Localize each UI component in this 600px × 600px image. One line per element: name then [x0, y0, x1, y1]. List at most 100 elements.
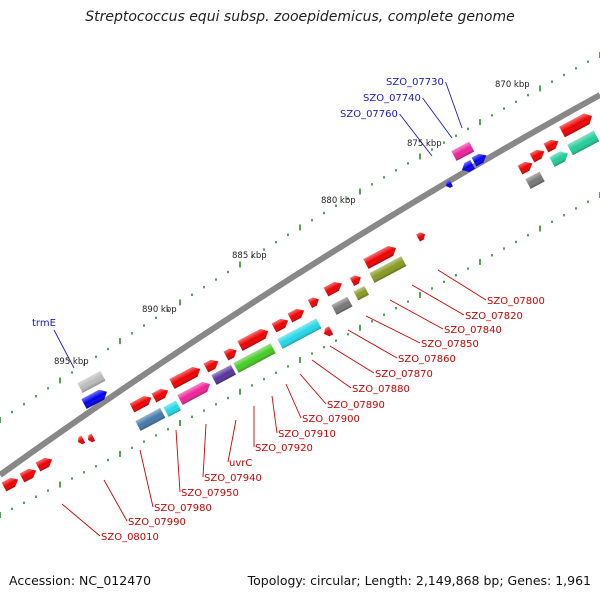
gene-feature: [307, 297, 319, 308]
scale-dot: [251, 384, 253, 387]
gene-feature: [211, 364, 237, 385]
scale-dot: [143, 324, 145, 327]
gene-feature: [529, 149, 545, 163]
leader-line: [175, 429, 181, 493]
scale-dot: [215, 403, 217, 406]
gene-feature: [19, 468, 37, 483]
gene-feature: [462, 159, 475, 172]
gene-feature: [369, 256, 407, 283]
gene-label: SZO_07800: [487, 296, 545, 307]
gene-label: SZO_07840: [444, 325, 502, 336]
scale-dot: [119, 450, 121, 457]
scale-dot: [335, 204, 337, 207]
gene-label: SZO_07940: [204, 473, 262, 484]
gene-label: SZO_08010: [101, 532, 159, 543]
leader-line: [399, 113, 433, 157]
scale-dot: [395, 169, 397, 172]
scale-dot: [23, 501, 25, 505]
leader-line: [365, 315, 421, 344]
gene-feature: [163, 400, 181, 417]
gene-feature: [324, 326, 334, 337]
scale-dot: [119, 338, 121, 345]
scale-dot: [467, 267, 469, 270]
gene-label: SZO_07980: [154, 503, 212, 514]
leader-line: [227, 419, 237, 463]
scale-dot: [455, 134, 457, 137]
gene-feature: [549, 151, 568, 167]
gene-label: SZO_07900: [302, 414, 360, 425]
gene-feature: [203, 359, 219, 373]
scale-dot: [299, 357, 301, 363]
scale-dot: [347, 197, 349, 200]
scale-dot: [203, 285, 205, 289]
scale-dot: [0, 417, 1, 423]
genome-title: Streptococcus equi subsp. zooepidemicus,…: [85, 9, 515, 25]
tick-label: 880 kbp: [321, 196, 356, 206]
tick-label: 870 kbp: [495, 80, 530, 90]
scale-dot: [407, 300, 409, 303]
scale-dot: [323, 211, 325, 215]
scale-dot: [503, 107, 505, 110]
leader-line: [271, 395, 278, 434]
gene-feature: [78, 435, 86, 445]
scale-dot: [11, 410, 13, 414]
leader-line: [53, 329, 75, 369]
gene-feature: [567, 130, 600, 156]
gene-feature: [237, 328, 269, 351]
scale-dot: [23, 402, 25, 406]
scale-dot: [371, 183, 373, 186]
scale-dot: [419, 153, 421, 160]
scale-dot: [131, 332, 133, 335]
scale-dot: [407, 162, 409, 165]
scale-dot: [131, 446, 133, 449]
gene-feature: [77, 370, 106, 393]
scale-dot: [563, 213, 565, 217]
gene-feature: [177, 381, 211, 405]
leader-line: [389, 299, 444, 330]
leader-line: [311, 359, 352, 389]
gene-feature: [135, 407, 166, 431]
scale-dot: [71, 477, 73, 480]
gene-feature: [471, 153, 487, 167]
scale-dot: [47, 489, 49, 492]
leader-line: [347, 329, 398, 359]
gene-label: SZO_07760: [340, 109, 398, 120]
scale-dot: [239, 388, 241, 395]
scale-dot: [95, 465, 97, 468]
scale-dot: [587, 60, 589, 63]
scale-dot: [47, 387, 49, 390]
scale-dot: [383, 313, 385, 316]
gene-label: uvrC: [229, 458, 252, 469]
scale-dot: [35, 495, 37, 498]
gene-label: SZO_07730: [386, 77, 444, 88]
gene-label: trmE: [32, 318, 56, 329]
scale-dot: [527, 234, 529, 237]
scale-dot: [491, 114, 493, 117]
scale-dot: [575, 207, 577, 210]
scale-dot: [551, 80, 553, 83]
scale-dots: [0, 52, 600, 518]
scale-dot: [107, 347, 109, 351]
gene-feature: [81, 389, 107, 409]
scale-dot: [95, 355, 97, 358]
gene-feature: [416, 232, 426, 242]
scale-dot: [215, 278, 217, 281]
leader-line: [139, 449, 154, 508]
scale-dot: [179, 299, 181, 306]
scale-dot: [299, 224, 301, 231]
scale-dot: [491, 254, 493, 257]
tick-label: 875 kbp: [407, 139, 442, 149]
scale-dot: [35, 395, 37, 398]
scale-dot: [179, 420, 181, 427]
scale-dot: [83, 471, 85, 474]
gene-feature: [559, 113, 593, 138]
scale-dot: [155, 316, 157, 320]
scale-dot: [335, 339, 337, 342]
gene-label: SZO_07740: [363, 93, 421, 104]
scale-dot: [107, 458, 109, 462]
gene-label: SZO_07950: [181, 488, 239, 499]
scale-dot: [455, 274, 457, 277]
scale-dot: [239, 261, 241, 268]
gene-feature: [543, 139, 559, 153]
topology-text: Topology: circular; Length: 2,149,868 bp…: [247, 573, 591, 588]
